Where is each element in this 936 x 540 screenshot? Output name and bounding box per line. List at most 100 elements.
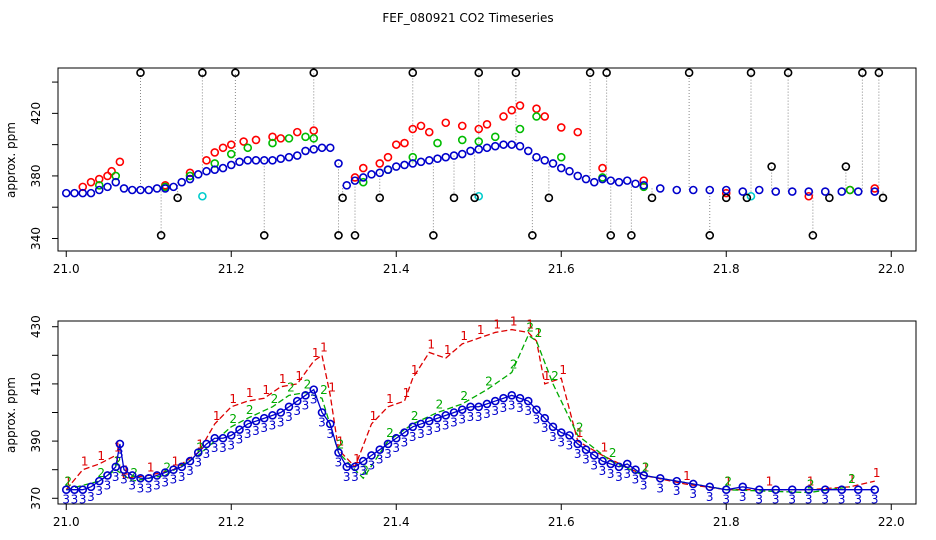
y-tick-label: 370	[29, 487, 43, 510]
point-series-3	[474, 402, 484, 412]
point-blue	[490, 141, 500, 151]
point-red	[598, 163, 607, 173]
point-series-3	[127, 471, 137, 480]
point-blue	[111, 177, 121, 187]
point-blue	[400, 160, 409, 170]
point-label-series-1: 1	[386, 392, 394, 406]
point-label-series-3: 3	[541, 421, 549, 435]
point-blue	[804, 187, 814, 196]
point-label-series-3: 3	[376, 453, 384, 467]
point-green	[515, 124, 525, 134]
point-series-3	[573, 439, 583, 449]
point-label-series-1: 1	[873, 466, 881, 480]
point-green	[94, 181, 104, 190]
point-blue	[754, 185, 764, 195]
point-black	[231, 68, 240, 77]
point-series-3	[61, 485, 71, 495]
point-series-3	[103, 471, 112, 480]
point-label-series-3: 3	[516, 401, 524, 415]
point-label-series-2: 2	[576, 420, 584, 434]
point-label-series-3: 3	[434, 421, 442, 435]
point-label-series-3: 3	[170, 473, 178, 487]
point-blue	[457, 149, 467, 159]
point-series-3	[853, 485, 863, 495]
point-black	[808, 231, 818, 240]
point-blue	[375, 168, 385, 178]
point-green	[474, 137, 484, 146]
y-tick-label: 390	[29, 430, 43, 453]
x-tick-label: 21.2	[218, 515, 245, 529]
point-black	[841, 162, 851, 171]
point-black	[474, 68, 484, 77]
point-blue	[119, 184, 129, 193]
point-label-series-3: 3	[302, 398, 310, 412]
point-blue	[325, 143, 335, 153]
point-blue	[672, 185, 682, 195]
point-label-series-3: 3	[409, 430, 417, 444]
point-label-series-1: 1	[81, 455, 89, 469]
point-cyan	[474, 191, 484, 201]
point-series-3	[284, 402, 294, 412]
point-label-series-3: 3	[335, 456, 343, 470]
x-tick-label: 21.4	[383, 262, 410, 276]
point-label-series-3: 3	[104, 478, 112, 492]
point-green	[284, 134, 294, 143]
point-green	[556, 152, 566, 162]
point-label-series-1: 1	[444, 343, 452, 357]
x-tick-label: 21.0	[53, 262, 80, 276]
point-series-3	[581, 445, 591, 454]
point-series-3	[457, 405, 467, 414]
point-label-series-3: 3	[269, 418, 277, 432]
point-blue	[152, 184, 162, 193]
point-label-series-2: 2	[320, 383, 328, 397]
point-label-series-1: 1	[724, 475, 732, 489]
x-tick-label: 22.0	[878, 515, 905, 529]
point-series-3	[441, 411, 451, 420]
point-label-series-3: 3	[467, 410, 475, 424]
point-series-3	[622, 459, 632, 469]
point-blue	[218, 163, 228, 173]
x-tick-label: 21.8	[713, 262, 740, 276]
point-label-series-1: 1	[477, 323, 485, 337]
point-black	[874, 68, 884, 77]
point-cyan	[746, 191, 756, 201]
point-series-3	[614, 462, 624, 472]
point-black	[156, 231, 166, 240]
point-series-3	[721, 485, 731, 495]
point-series-3	[416, 419, 426, 429]
point-label-series-1: 1	[576, 426, 584, 440]
point-label-series-3: 3	[549, 430, 557, 444]
point-red	[251, 135, 261, 145]
point-red	[358, 163, 368, 173]
point-label-series-3: 3	[326, 427, 334, 441]
point-series-3	[532, 405, 541, 414]
point-label-series-1: 1	[312, 346, 320, 360]
point-red	[457, 121, 467, 131]
point-blue	[160, 184, 170, 193]
point-blue	[853, 187, 863, 196]
point-green	[243, 143, 253, 153]
chart-title: FEF_080921 CO2 Timeseries	[382, 11, 553, 25]
point-label-series-3: 3	[483, 407, 491, 421]
point-series-3	[556, 428, 566, 437]
point-label-series-1: 1	[337, 435, 345, 449]
point-label-series-3: 3	[838, 493, 846, 507]
point-label-series-1: 1	[807, 475, 815, 489]
point-blue	[177, 177, 187, 187]
point-label-series-2: 2	[436, 398, 444, 412]
point-series-3	[655, 473, 665, 483]
point-black	[783, 68, 793, 77]
point-label-series-2: 2	[337, 438, 345, 452]
point-black	[334, 231, 343, 240]
point-blue	[292, 151, 302, 160]
point-label-series-2: 2	[229, 412, 237, 426]
point-red	[115, 157, 125, 167]
point-label-series-1: 1	[196, 438, 204, 452]
point-series-3	[466, 402, 475, 412]
point-label-series-3: 3	[318, 416, 326, 430]
point-series-3	[350, 462, 360, 472]
point-label-series-1: 1	[229, 392, 237, 406]
point-series-3	[433, 413, 442, 423]
point-label-series-3: 3	[772, 493, 780, 507]
point-series-3	[169, 465, 178, 474]
